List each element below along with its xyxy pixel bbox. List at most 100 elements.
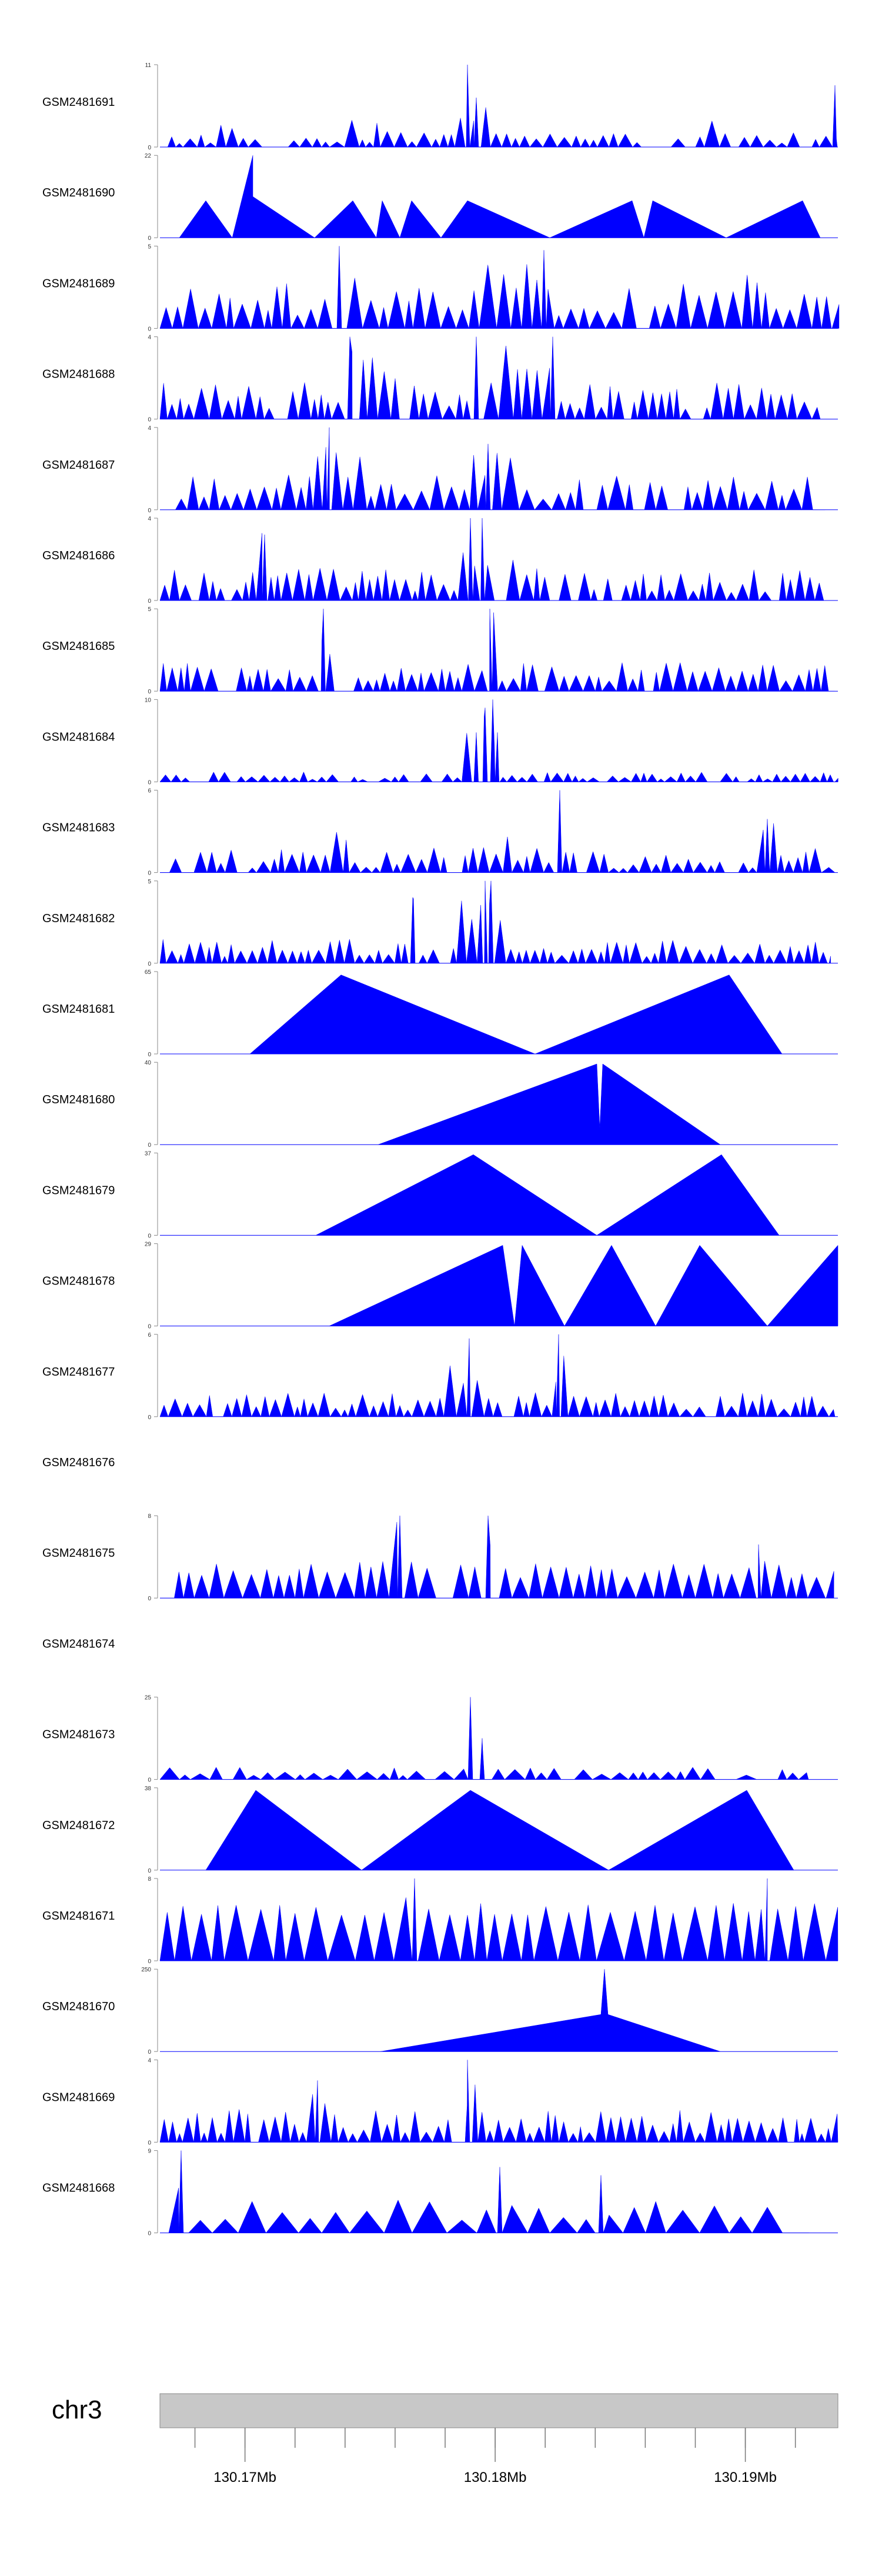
track-label: GSM2481686	[42, 549, 115, 562]
y-max-label: 5	[148, 243, 151, 250]
coverage-area	[377, 1063, 721, 1145]
track-label: GSM2481678	[42, 1275, 115, 1288]
y-max-label: 29	[145, 1242, 152, 1248]
coverage-area	[159, 880, 831, 964]
coverage-area	[249, 975, 783, 1055]
track-label: GSM2481681	[42, 1003, 115, 1016]
y-max-label: 5	[148, 606, 151, 613]
y-max-label: 9	[148, 2148, 151, 2155]
chromosome-axis: chr3 130.17Mb 130.18Mb 130.19Mb	[52, 2393, 838, 2485]
coverage-area	[315, 1154, 780, 1236]
y-min-label: 0	[148, 1142, 151, 1149]
track-label: GSM2481674	[42, 1637, 115, 1650]
track-label: GSM2481685	[42, 640, 115, 653]
track-gsm2481679: GSM2481679 37 0	[42, 1150, 838, 1239]
y-max-label: 4	[148, 335, 151, 341]
coverage-area	[160, 64, 838, 148]
track-gsm2481672: GSM2481672 38 0	[42, 1786, 838, 1874]
y-max-label: 8	[148, 1876, 151, 1883]
y-min-label: 0	[148, 870, 151, 877]
track-gsm2481689: GSM2481689 5 0	[42, 243, 840, 332]
track-label: GSM2481682	[42, 912, 115, 925]
coverage-area	[160, 427, 826, 510]
y-min-label: 0	[148, 2140, 151, 2146]
y-min-label: 0	[148, 2049, 151, 2056]
y-min-label: 0	[148, 1324, 151, 1330]
track-gsm2481670: GSM2481670 250 0	[42, 1967, 838, 2056]
coverage-area	[179, 155, 821, 239]
coverage-area	[159, 246, 840, 329]
y-max-label: 40	[145, 1060, 152, 1066]
y-min-label: 0	[148, 1958, 151, 1965]
coverage-area	[205, 1790, 794, 1871]
track-gsm2481691: GSM2481691 11 0	[42, 62, 838, 151]
y-max-label: 11	[145, 62, 152, 69]
track-gsm2481677: GSM2481677 6 0	[42, 1332, 838, 1421]
y-min-label: 0	[148, 779, 151, 786]
y-max-label: 38	[145, 1786, 152, 1792]
track-gsm2481675: GSM2481675 8 0	[42, 1513, 838, 1602]
y-min-label: 0	[148, 961, 151, 967]
y-max-label: 250	[141, 1967, 151, 1973]
coverage-area	[159, 1878, 838, 1961]
y-min-label: 0	[148, 1414, 151, 1421]
track-label: GSM2481680	[42, 1093, 115, 1106]
y-max-label: 6	[148, 1332, 151, 1339]
coverage-area	[159, 2060, 838, 2143]
track-gsm2481676: GSM2481676	[42, 1456, 115, 1469]
y-max-label: 4	[148, 2057, 151, 2064]
track-label: GSM2481671	[42, 1910, 115, 1923]
y-max-label: 6	[148, 788, 151, 795]
track-gsm2481688: GSM2481688 4 0	[42, 335, 838, 423]
track-gsm2481674: GSM2481674	[42, 1637, 115, 1650]
coverage-area	[159, 1334, 836, 1417]
coverage-area	[380, 1969, 721, 2052]
track-label: GSM2481672	[42, 1819, 115, 1832]
track-label: GSM2481673	[42, 1729, 115, 1741]
axis-tick-label: 130.18Mb	[464, 2470, 527, 2485]
track-label: GSM2481675	[42, 1547, 115, 1560]
y-max-label: 5	[148, 879, 151, 885]
track-label: GSM2481691	[42, 96, 115, 109]
coverage-area	[329, 1244, 838, 1327]
coverage-area	[160, 1516, 834, 1599]
track-label: GSM2481669	[42, 2091, 115, 2104]
chromosome-bar	[159, 2393, 838, 2428]
track-label: GSM2481687	[42, 459, 115, 472]
track-gsm2481683: GSM2481683 6 0	[42, 788, 838, 877]
y-min-label: 0	[148, 2231, 151, 2237]
track-gsm2481668: GSM2481668 9 0	[42, 2148, 838, 2237]
y-min-label: 0	[148, 1777, 151, 1784]
y-min-label: 0	[148, 1596, 151, 1602]
track-label: GSM2481677	[42, 1366, 115, 1379]
track-gsm2481684: GSM2481684 10 0	[42, 697, 838, 786]
track-label: GSM2481690	[42, 186, 115, 199]
chromosome-label: chr3	[52, 2395, 102, 2424]
y-min-label: 0	[148, 145, 151, 151]
y-max-label: 25	[145, 1695, 152, 1701]
y-max-label: 22	[145, 153, 152, 159]
track-label: GSM2481676	[42, 1456, 115, 1469]
coverage-area	[159, 336, 821, 420]
coverage-area	[159, 699, 838, 783]
y-max-label: 4	[148, 516, 151, 522]
track-gsm2481678: GSM2481678 29 0	[42, 1242, 838, 1330]
coverage-area	[159, 518, 834, 601]
track-label: GSM2481684	[42, 730, 115, 743]
track-gsm2481686: GSM2481686 4 0	[42, 516, 838, 605]
track-gsm2481673: GSM2481673 25 0	[42, 1695, 838, 1784]
axis-tick-label: 130.19Mb	[714, 2470, 777, 2485]
track-gsm2481671: GSM2481671 8 0	[42, 1876, 838, 1965]
track-gsm2481680: GSM2481680 40 0	[42, 1060, 838, 1149]
y-min-label: 0	[148, 598, 151, 605]
track-gsm2481682: GSM2481682 5 0	[42, 879, 838, 967]
track-gsm2481685: GSM2481685 5 0	[42, 606, 838, 695]
y-max-label: 65	[145, 969, 152, 976]
track-gsm2481687: GSM2481687 4 0	[42, 425, 838, 514]
track-label: GSM2481670	[42, 2000, 115, 2013]
coverage-area	[160, 790, 836, 873]
coverage-area	[168, 2150, 809, 2234]
y-max-label: 4	[148, 425, 151, 432]
